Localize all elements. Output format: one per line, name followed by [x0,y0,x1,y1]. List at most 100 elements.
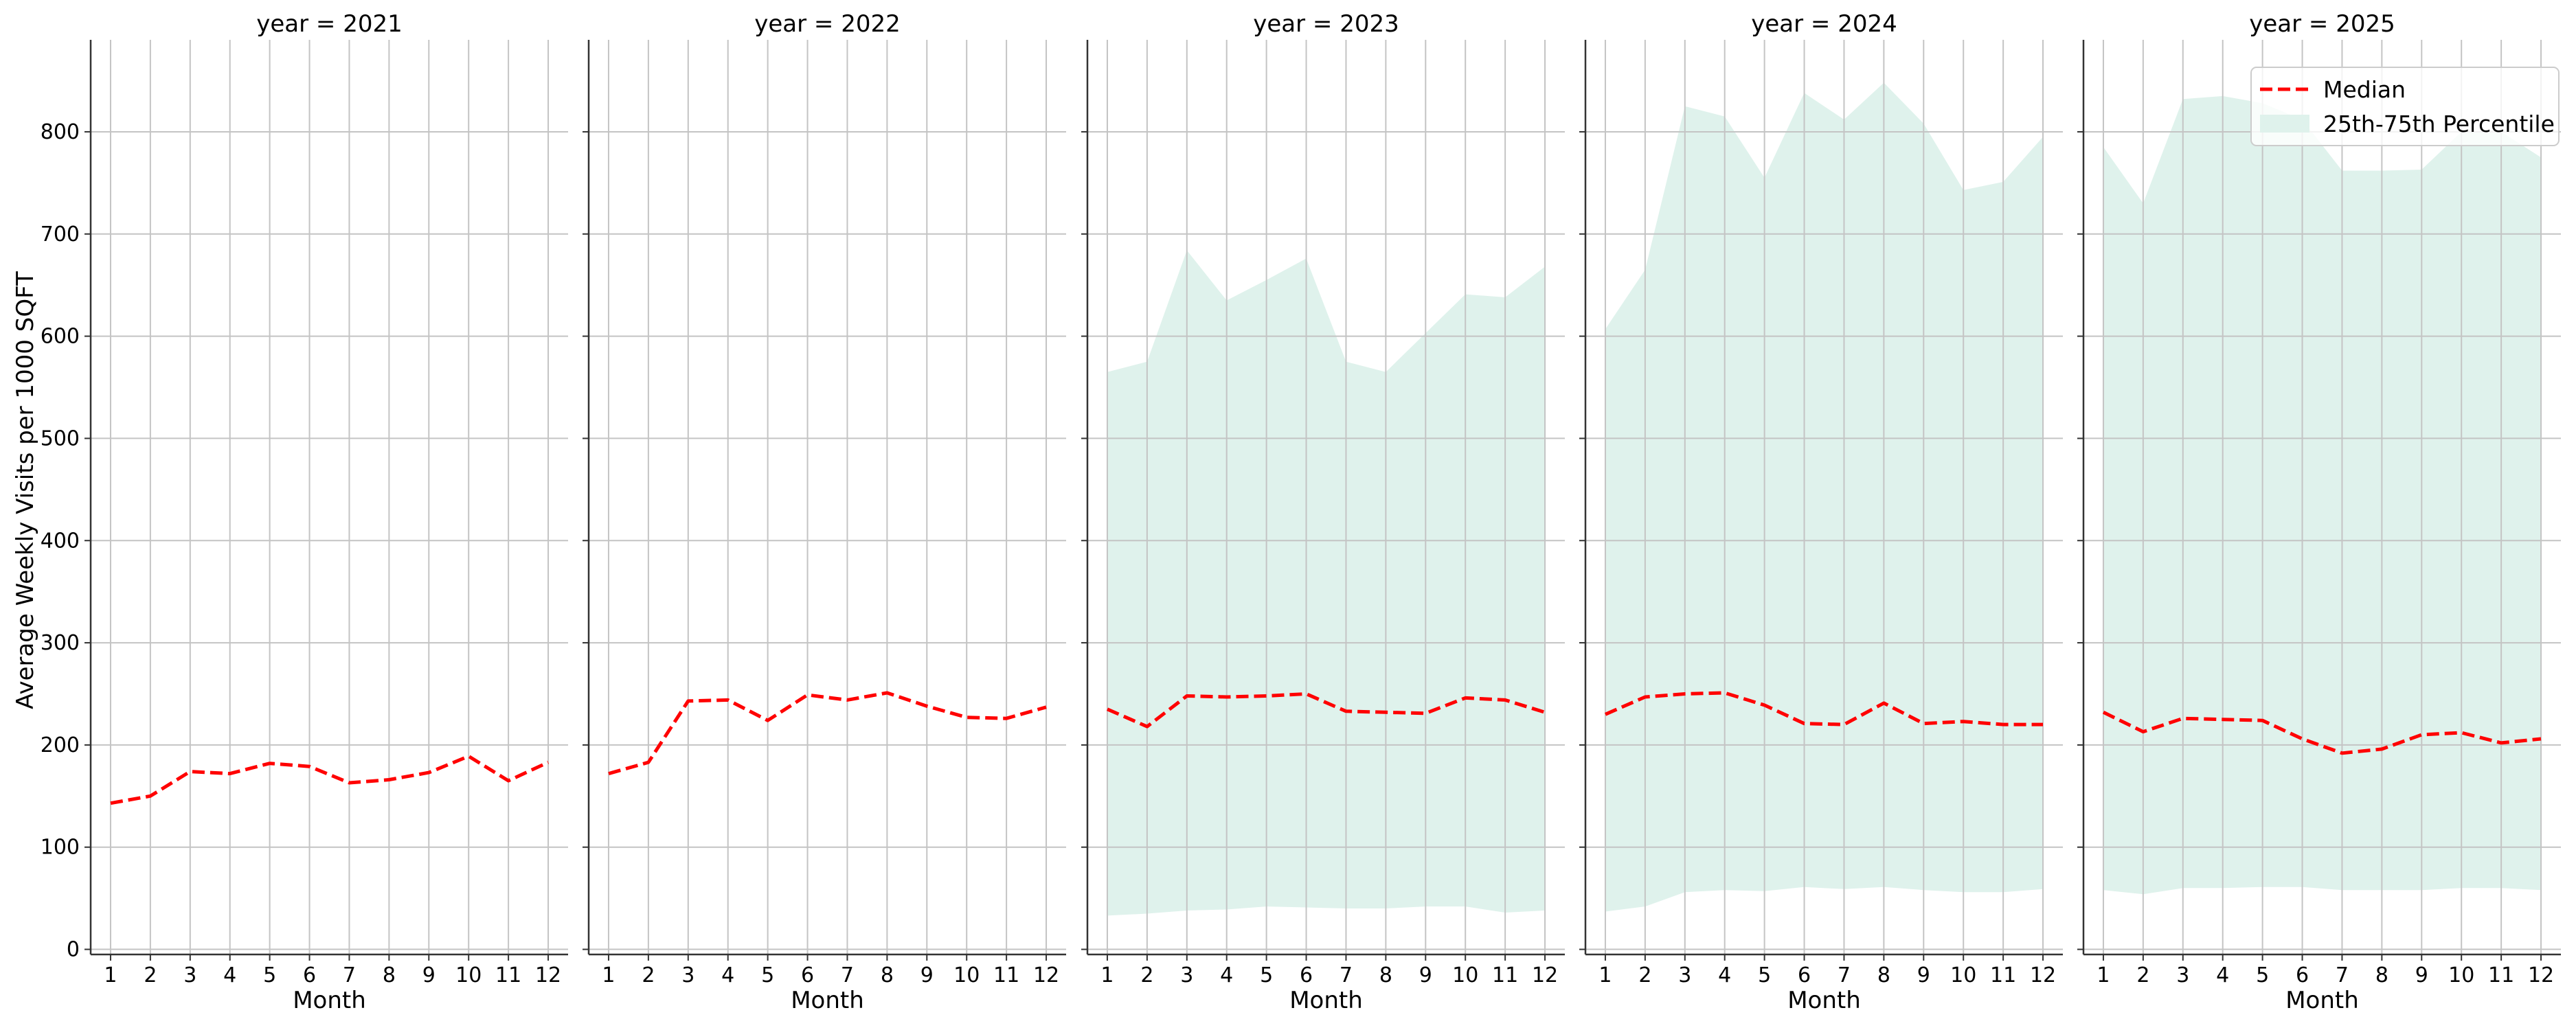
panel-title: year = 2022 [754,10,900,38]
x-tick-label: 12 [1532,963,1558,987]
x-tick-label: 7 [1340,963,1353,987]
legend-median-label: Median [2323,76,2406,103]
x-tick-label: 4 [2216,963,2229,987]
x-tick-label: 2 [1140,963,1153,987]
x-tick-label: 6 [1798,963,1811,987]
x-tick-label: 10 [455,963,482,987]
x-tick-label: 4 [1220,963,1233,987]
x-tick-label: 5 [1758,963,1771,987]
x-tick-label: 3 [681,963,694,987]
y-tick-label: 800 [41,120,80,144]
x-tick-label: 2 [1638,963,1651,987]
x-tick-label: 8 [383,963,396,987]
x-tick-label: 8 [1877,963,1890,987]
x-tick-label: 3 [1678,963,1691,987]
x-tick-label: 12 [535,963,561,987]
x-tick-label: 4 [721,963,734,987]
x-tick-label: 7 [841,963,854,987]
x-tick-label: 9 [2415,963,2428,987]
median-line [1106,692,1546,729]
x-tick-label: 9 [1917,963,1930,987]
x-tick-label: 1 [602,963,615,987]
x-tick-label: 2 [642,963,655,987]
x-tick-label: 10 [2448,963,2474,987]
x-tick-label: 9 [422,963,436,987]
x-tick-label: 8 [2375,963,2388,987]
x-tick-label: 12 [2528,963,2554,987]
x-axis-title: Month [791,987,864,1014]
x-tick-label: 7 [1838,963,1851,987]
x-tick-label: 11 [2488,963,2514,987]
y-tick-label: 300 [41,631,80,655]
x-tick-label: 5 [2256,963,2269,987]
y-tick-label: 200 [41,733,80,757]
panel-title: year = 2023 [1253,10,1399,38]
x-tick-label: 5 [263,963,276,987]
x-tick-label: 10 [953,963,980,987]
y-tick-label: 0 [67,938,80,962]
x-axis-title: Month [1787,987,1861,1014]
median-line [608,691,1047,776]
x-tick-label: 3 [183,963,196,987]
x-tick-label: 3 [1180,963,1193,987]
percentile-band [1605,82,2043,912]
panel-title: year = 2021 [256,10,402,38]
x-tick-label: 7 [2336,963,2349,987]
legend-band-swatch [2260,115,2309,133]
x-tick-label: 8 [1379,963,1392,987]
x-tick-label: 11 [993,963,1019,987]
x-tick-label: 6 [1300,963,1313,987]
x-tick-label: 9 [920,963,934,987]
x-tick-label: 11 [495,963,521,987]
y-tick-label: 100 [41,836,80,860]
x-tick-label: 11 [1492,963,1518,987]
x-tick-label: 5 [1260,963,1273,987]
x-tick-label: 10 [1950,963,1976,987]
x-tick-label: 11 [1990,963,2016,987]
median-line [1604,691,2043,726]
x-axis-title: Month [2285,987,2359,1014]
panel-title: year = 2025 [2249,10,2395,38]
percentile-band [1107,250,1545,916]
x-tick-label: 12 [2030,963,2056,987]
median-line [110,754,550,805]
x-tick-label: 1 [104,963,117,987]
legend-box [2250,67,2560,146]
y-tick-label: 600 [41,325,80,349]
x-tick-label: 4 [223,963,236,987]
x-tick-label: 2 [2136,963,2149,987]
y-axis-title: Average Weekly Visits per 1000 SQFT [12,271,39,709]
x-tick-label: 3 [2176,963,2189,987]
x-tick-label: 12 [1033,963,1059,987]
x-tick-label: 5 [761,963,774,987]
x-axis-title: Month [1289,987,1363,1014]
legend-band-label: 25th-75th Percentile [2323,111,2555,137]
x-axis-title: Month [293,987,366,1014]
x-tick-label: 1 [2097,963,2110,987]
x-tick-label: 6 [801,963,814,987]
y-tick-label: 500 [41,426,80,450]
y-tick-label: 700 [41,222,80,247]
x-tick-label: 6 [303,963,316,987]
panel-title: year = 2024 [1751,10,1897,38]
x-tick-label: 4 [1718,963,1731,987]
x-tick-label: 1 [1598,963,1612,987]
percentile-band [2103,95,2541,895]
x-tick-label: 8 [881,963,894,987]
y-tick-label: 400 [41,529,80,553]
x-tick-label: 10 [1452,963,1478,987]
legend: Median 25th-75th Percentile [2250,67,2560,146]
plot-root: 1 2 3 4 5 6 7 8 9 10 11 120100200300400500600700800… [41,10,2561,1014]
x-tick-label: 1 [1100,963,1114,987]
x-tick-label: 2 [144,963,157,987]
median-line [2102,711,2542,755]
x-tick-label: 6 [2296,963,2309,987]
x-tick-label: 9 [1419,963,1432,987]
panel-1: 1 2 3 4 5 6 7 8 9 10 11 120100200300400500600700800… [41,10,568,1014]
x-tick-label: 7 [343,963,356,987]
